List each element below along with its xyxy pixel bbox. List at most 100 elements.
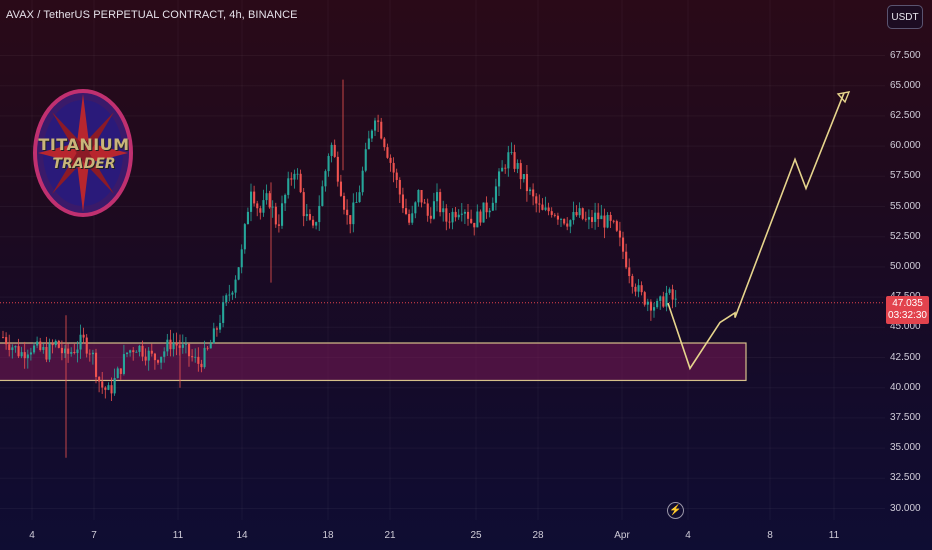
candle-body	[671, 289, 674, 300]
candle-body	[429, 215, 432, 219]
candle-body	[510, 152, 513, 153]
candle-body	[330, 144, 333, 156]
vertical-gridlines	[31, 0, 835, 520]
candle-body	[212, 328, 215, 344]
candle-body	[324, 171, 327, 187]
candle-body	[491, 202, 494, 211]
candle-body	[606, 214, 609, 228]
candle-body	[225, 295, 228, 303]
candle-body	[544, 207, 547, 210]
candle-body	[377, 120, 380, 122]
candle-body	[395, 172, 398, 180]
candle-body	[364, 149, 367, 171]
price-tick-label: 60.000	[890, 140, 921, 152]
candle-body	[253, 191, 256, 204]
candle-body	[597, 212, 600, 220]
candle-body	[532, 189, 535, 197]
candle-body	[674, 298, 677, 300]
candle-body	[646, 301, 649, 305]
candle-body	[299, 173, 302, 193]
candle-body	[383, 138, 386, 148]
price-tick-label: 55.000	[890, 200, 921, 212]
candle-body	[175, 343, 178, 346]
candle-body	[668, 289, 671, 293]
candle-body	[200, 363, 203, 368]
candle-body	[36, 341, 39, 346]
candle-body	[57, 340, 60, 348]
price-tick-label: 32.500	[890, 472, 921, 484]
candle-body	[575, 212, 578, 216]
candle-body	[312, 219, 315, 226]
candle-body	[42, 346, 45, 350]
candle-body	[141, 345, 144, 357]
candle-body	[73, 352, 76, 354]
candle-body	[82, 334, 85, 338]
candle-body	[578, 208, 581, 216]
time-tick-label: 11	[828, 530, 840, 541]
candle-body	[119, 368, 122, 374]
candle-body	[572, 212, 575, 221]
candle-body	[380, 121, 383, 139]
candle-body	[228, 294, 231, 296]
candle-body	[494, 186, 497, 203]
candle-body	[122, 354, 125, 374]
candle-body	[504, 167, 507, 169]
candle-body	[101, 381, 104, 388]
candle-body	[516, 163, 519, 169]
candle-body	[398, 179, 401, 195]
candle-body	[153, 353, 156, 361]
candle-body	[569, 220, 572, 227]
candle-body	[138, 345, 141, 352]
candle-body	[107, 385, 110, 390]
projection-path[interactable]	[667, 92, 845, 371]
time-tick-label: 25	[470, 530, 482, 541]
candle-body	[470, 218, 473, 223]
candle-body	[556, 215, 559, 220]
candle-body	[448, 221, 451, 223]
candle-body	[8, 344, 11, 351]
candle-body	[296, 173, 299, 175]
candle-body	[76, 349, 79, 354]
time-tick-label: 7	[91, 530, 97, 541]
candle-body	[370, 130, 373, 139]
last-price-tag: 47.035 03:32:30	[886, 296, 929, 324]
candle-body	[240, 249, 243, 268]
candle-body	[166, 339, 169, 352]
candle-body	[70, 352, 73, 354]
candle-body	[290, 178, 293, 180]
candle-body	[420, 189, 423, 203]
lightning-icon[interactable]: ⚡	[667, 502, 684, 519]
candle-body	[11, 347, 14, 351]
candle-body	[659, 296, 662, 301]
candle-body	[401, 194, 404, 209]
candle-body	[163, 351, 166, 357]
candle-body	[293, 173, 296, 180]
candle-body	[51, 343, 54, 346]
candle-body	[662, 296, 665, 307]
candle-body	[612, 220, 615, 222]
candle-body	[547, 207, 550, 212]
candle-body	[488, 210, 491, 213]
candle-body	[234, 279, 237, 293]
candle-body	[231, 292, 234, 295]
candle-body	[33, 345, 36, 353]
candle-body	[522, 174, 525, 180]
candle-body	[374, 120, 377, 131]
time-tick-label: 18	[322, 530, 334, 541]
price-tick-label: 62.500	[890, 109, 921, 121]
candle-body	[485, 202, 488, 213]
price-tick-label: 42.500	[890, 351, 921, 363]
chart-title: AVAX / TetherUS PERPETUAL CONTRACT, 4h, …	[6, 9, 298, 21]
price-tick-label: 50.000	[890, 260, 921, 272]
candle-body	[104, 387, 107, 390]
demand-zone[interactable]	[0, 342, 747, 382]
time-tick-label: 21	[384, 530, 396, 541]
candle-body	[67, 348, 70, 354]
candle-body	[426, 203, 429, 216]
candle-body	[408, 214, 411, 223]
price-tick-label: 45.000	[890, 321, 921, 333]
currency-button[interactable]: USDT	[887, 5, 923, 29]
price-tick-label: 30.000	[890, 502, 921, 514]
candle-body	[17, 346, 20, 357]
